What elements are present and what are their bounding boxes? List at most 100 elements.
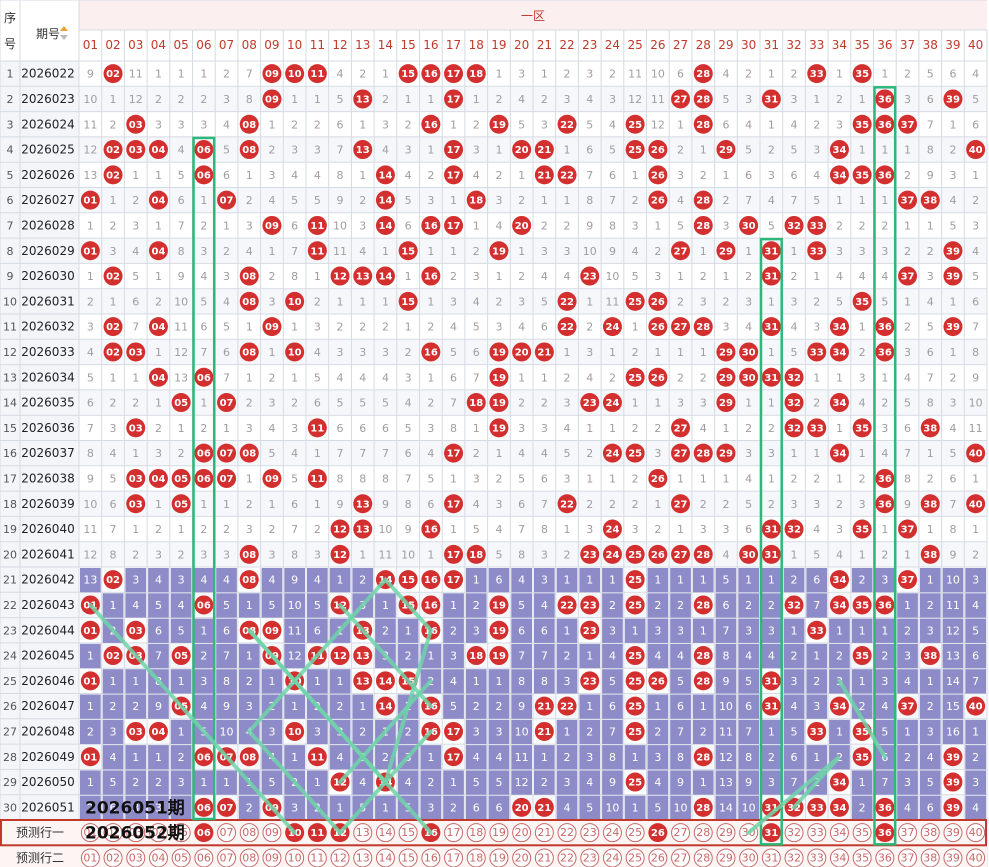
column-header-36[interactable]: 36 bbox=[877, 38, 892, 52]
prediction-empty-ball[interactable] bbox=[375, 823, 395, 843]
drawn-ball[interactable] bbox=[148, 367, 168, 387]
drawn-ball[interactable] bbox=[829, 595, 849, 615]
drawn-ball[interactable] bbox=[648, 544, 668, 564]
drawn-ball[interactable] bbox=[671, 241, 691, 261]
drawn-ball[interactable] bbox=[262, 64, 282, 84]
drawn-ball[interactable] bbox=[875, 468, 895, 488]
drawn-ball[interactable] bbox=[807, 797, 827, 817]
column-header-14[interactable]: 14 bbox=[378, 38, 393, 52]
drawn-ball[interactable] bbox=[398, 64, 418, 84]
drawn-ball[interactable] bbox=[761, 266, 781, 286]
drawn-ball[interactable] bbox=[534, 342, 554, 362]
prediction-empty-ball[interactable] bbox=[126, 823, 146, 843]
drawn-ball[interactable] bbox=[444, 747, 464, 767]
drawn-ball[interactable] bbox=[330, 519, 350, 539]
row-period[interactable]: 2026035 bbox=[21, 396, 74, 410]
column-header-37[interactable]: 37 bbox=[900, 38, 915, 52]
row-period[interactable]: 2026024 bbox=[21, 117, 74, 131]
drawn-ball[interactable] bbox=[693, 797, 713, 817]
drawn-ball[interactable] bbox=[625, 721, 645, 741]
column-header-19[interactable]: 19 bbox=[491, 38, 506, 52]
drawn-ball[interactable] bbox=[307, 241, 327, 261]
prediction-empty-ball[interactable] bbox=[353, 823, 373, 843]
drawn-ball[interactable] bbox=[875, 165, 895, 185]
drawn-ball[interactable] bbox=[421, 595, 441, 615]
drawn-ball[interactable] bbox=[625, 544, 645, 564]
prediction-empty-ball[interactable] bbox=[852, 823, 872, 843]
row-period[interactable]: 2026034 bbox=[21, 370, 74, 384]
drawn-ball[interactable] bbox=[262, 317, 282, 337]
column-header-40[interactable]: 40 bbox=[968, 38, 983, 52]
drawn-ball[interactable] bbox=[693, 671, 713, 691]
drawn-ball[interactable] bbox=[239, 544, 259, 564]
row-period[interactable]: 2026031 bbox=[21, 294, 74, 308]
drawn-ball[interactable] bbox=[625, 570, 645, 590]
prediction-empty-ball[interactable] bbox=[489, 823, 509, 843]
drawn-ball[interactable] bbox=[829, 443, 849, 463]
drawn-ball[interactable] bbox=[353, 671, 373, 691]
drawn-ball[interactable] bbox=[217, 443, 237, 463]
drawn-ball[interactable] bbox=[557, 696, 577, 716]
prediction-empty-ball[interactable] bbox=[716, 823, 736, 843]
drawn-ball[interactable] bbox=[852, 165, 872, 185]
prediction-empty-ball[interactable] bbox=[943, 823, 963, 843]
drawn-ball[interactable] bbox=[103, 646, 123, 666]
drawn-ball[interactable] bbox=[625, 646, 645, 666]
prediction-ball[interactable] bbox=[761, 823, 781, 843]
drawn-ball[interactable] bbox=[693, 114, 713, 134]
drawn-ball[interactable] bbox=[534, 696, 554, 716]
prediction-empty-ball[interactable] bbox=[398, 823, 418, 843]
row-period[interactable]: 2026033 bbox=[21, 345, 74, 359]
column-header-10[interactable]: 10 bbox=[287, 38, 302, 52]
drawn-ball[interactable] bbox=[875, 595, 895, 615]
column-header-04[interactable]: 04 bbox=[151, 38, 166, 52]
drawn-ball[interactable] bbox=[126, 140, 146, 160]
drawn-ball[interactable] bbox=[716, 140, 736, 160]
drawn-ball[interactable] bbox=[761, 89, 781, 109]
column-header-24[interactable]: 24 bbox=[605, 38, 620, 52]
drawn-ball[interactable] bbox=[625, 696, 645, 716]
row-period[interactable]: 2026036 bbox=[21, 421, 74, 435]
drawn-ball[interactable] bbox=[489, 367, 509, 387]
drawn-ball[interactable] bbox=[489, 646, 509, 666]
drawn-ball[interactable] bbox=[194, 747, 214, 767]
drawn-ball[interactable] bbox=[875, 342, 895, 362]
drawn-ball[interactable] bbox=[126, 342, 146, 362]
drawn-ball[interactable] bbox=[761, 519, 781, 539]
drawn-ball[interactable] bbox=[625, 140, 645, 160]
drawn-ball[interactable] bbox=[943, 747, 963, 767]
drawn-ball[interactable] bbox=[466, 646, 486, 666]
drawn-ball[interactable] bbox=[852, 519, 872, 539]
drawn-ball[interactable] bbox=[920, 494, 940, 514]
drawn-ball[interactable] bbox=[444, 494, 464, 514]
row-period[interactable]: 2026043 bbox=[21, 598, 74, 612]
drawn-ball[interactable] bbox=[534, 140, 554, 160]
drawn-ball[interactable] bbox=[330, 266, 350, 286]
column-header-22[interactable]: 22 bbox=[559, 38, 574, 52]
drawn-ball[interactable] bbox=[648, 671, 668, 691]
drawn-ball[interactable] bbox=[126, 114, 146, 134]
drawn-ball[interactable] bbox=[466, 544, 486, 564]
drawn-ball[interactable] bbox=[716, 342, 736, 362]
drawn-ball[interactable] bbox=[148, 721, 168, 741]
drawn-ball[interactable] bbox=[262, 468, 282, 488]
drawn-ball[interactable] bbox=[898, 519, 918, 539]
drawn-ball[interactable] bbox=[194, 797, 214, 817]
drawn-ball[interactable] bbox=[398, 291, 418, 311]
drawn-ball[interactable] bbox=[489, 620, 509, 640]
drawn-ball[interactable] bbox=[943, 317, 963, 337]
prediction-empty-ball[interactable] bbox=[262, 823, 282, 843]
drawn-ball[interactable] bbox=[307, 64, 327, 84]
column-header-34[interactable]: 34 bbox=[832, 38, 847, 52]
drawn-ball[interactable] bbox=[353, 89, 373, 109]
drawn-ball[interactable] bbox=[103, 64, 123, 84]
drawn-ball[interactable] bbox=[194, 595, 214, 615]
drawn-ball[interactable] bbox=[693, 595, 713, 615]
drawn-ball[interactable] bbox=[807, 241, 827, 261]
drawn-ball[interactable] bbox=[829, 696, 849, 716]
drawn-ball[interactable] bbox=[625, 367, 645, 387]
drawn-ball[interactable] bbox=[512, 342, 532, 362]
column-header-32[interactable]: 32 bbox=[786, 38, 801, 52]
drawn-ball[interactable] bbox=[557, 291, 577, 311]
drawn-ball[interactable] bbox=[693, 443, 713, 463]
